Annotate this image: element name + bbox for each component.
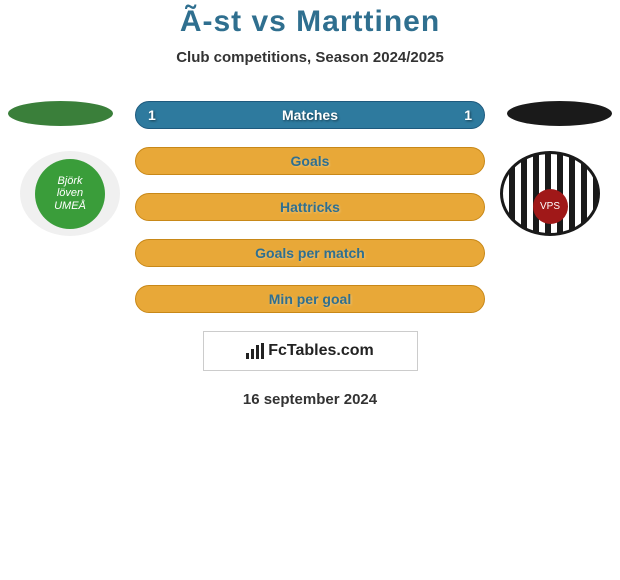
matches-bar: 1 Matches 1 — [135, 101, 485, 129]
matches-label: Matches — [282, 107, 338, 123]
goals-label: Goals — [291, 153, 330, 169]
brand-box[interactable]: FcTables.com — [203, 331, 418, 371]
right-team-badge: VPS — [533, 189, 568, 224]
badge-text-line: Björk — [57, 175, 82, 187]
goals-bar: Goals — [135, 147, 485, 175]
left-team-badge: Björk löven UMEÅ — [35, 159, 105, 229]
badge-text-line: UMEÅ — [54, 200, 86, 212]
hattricks-bar: Hattricks — [135, 193, 485, 221]
subtitle: Club competitions, Season 2024/2025 — [0, 49, 620, 66]
goals-per-match-bar: Goals per match — [135, 239, 485, 267]
min-per-goal-bar: Min per goal — [135, 285, 485, 313]
matches-left-value: 1 — [148, 107, 156, 123]
page-title: Ã-st vs Marttinen — [0, 5, 620, 39]
goals-per-match-label: Goals per match — [255, 245, 365, 261]
matches-right-value: 1 — [464, 107, 472, 123]
left-team-avatar: Björk löven UMEÅ — [20, 151, 120, 236]
left-team-ellipse — [8, 101, 113, 126]
hattricks-label: Hattricks — [280, 199, 340, 215]
right-team-avatar: VPS — [500, 151, 600, 236]
brand-text: FcTables.com — [268, 342, 374, 360]
right-team-ellipse — [507, 101, 612, 126]
brand-chart-icon — [246, 343, 264, 359]
badge-text-line: löven — [57, 187, 83, 199]
date-text: 16 september 2024 — [0, 391, 620, 408]
min-per-goal-label: Min per goal — [269, 291, 351, 307]
